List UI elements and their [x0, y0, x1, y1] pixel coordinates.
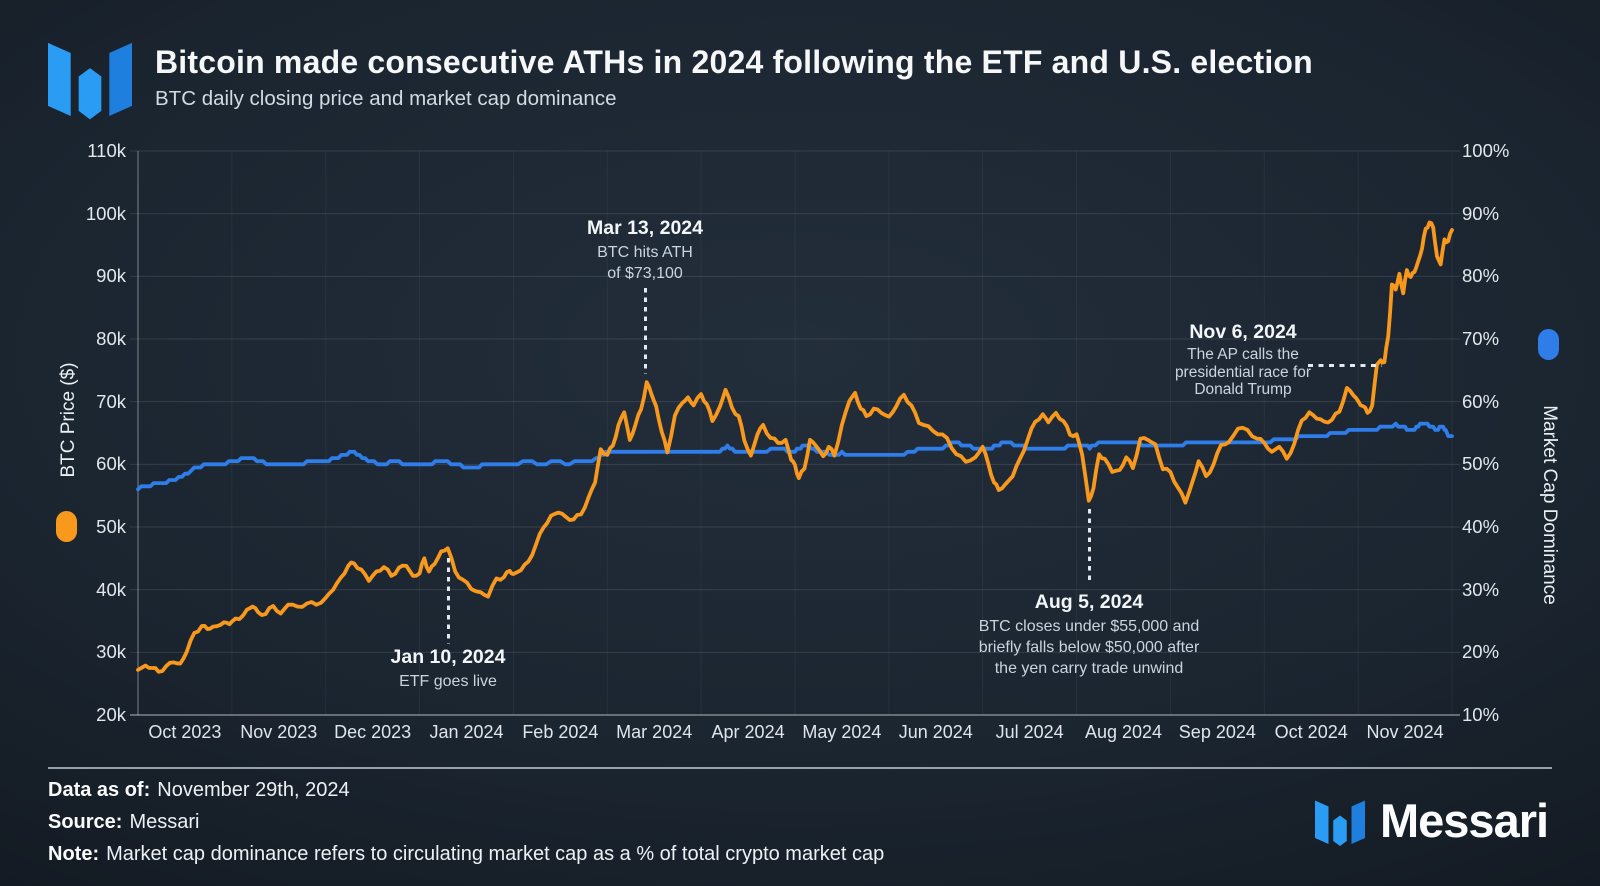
page-subtitle: BTC daily closing price and market cap d… — [155, 87, 617, 110]
left-axis-tick: 50k — [96, 516, 126, 537]
yen-carry-annotation-dotted-line — [1087, 509, 1091, 585]
annotation-heading: Mar 13, 2024 — [586, 217, 703, 239]
logo-left-stripe — [48, 42, 71, 116]
annotation-line: BTC closes under $55,000 and — [978, 618, 1200, 635]
annotation-line: Donald Trump — [1194, 381, 1292, 398]
source-line: Source: Messari — [48, 811, 199, 834]
source-value: Messari — [129, 811, 200, 833]
left-axis-tick: 70k — [96, 390, 126, 412]
x-axis-tick: Sep 2024 — [1178, 722, 1256, 742]
logo-right-stripe — [109, 42, 132, 116]
right-axis-tick: 50% — [1462, 453, 1500, 475]
x-axis-tick: Nov 2023 — [240, 722, 318, 742]
left-axis-tick: 100k — [85, 202, 126, 224]
annotation-line: The AP calls the — [1187, 346, 1299, 363]
messari-wordmark: Messari — [1380, 794, 1549, 847]
annotation-yen-carry: Aug 5, 2024 BTC closes under $55,000 and… — [949, 590, 1229, 679]
x-axis-tick: May 2024 — [802, 722, 882, 742]
annotation-line: presidential race for — [1174, 363, 1312, 381]
left-axis-tick: 60k — [96, 453, 126, 475]
annotation-line: BTC hits ATH — [597, 244, 693, 261]
right-axis-tick: 90% — [1462, 202, 1500, 224]
election-annotation-dotted-line — [1308, 364, 1382, 367]
page-title: Bitcoin made consecutive ATHs in 2024 fo… — [155, 44, 1313, 80]
annotation-etf-live: Jan 10, 2024 ETF goes live — [348, 645, 548, 692]
x-axis-tick: Jun 2024 — [898, 722, 973, 742]
ath-annotation-dotted-line — [643, 288, 647, 374]
x-axis-tick: Nov 2024 — [1366, 722, 1444, 742]
data-as-of-value: November 29th, 2024 — [157, 779, 350, 801]
btc-price-line — [136, 220, 1454, 674]
right-axis-tick: 30% — [1462, 578, 1500, 600]
messari-logo-icon — [1315, 800, 1365, 846]
annotation-ath: Mar 13, 2024 BTC hits ATH of $73,100 — [545, 216, 745, 284]
right-axis-tick: 40% — [1462, 516, 1500, 537]
annotation-line: of $73,100 — [607, 265, 683, 282]
logo-middle-stripe — [1333, 815, 1347, 846]
logo-left-stripe — [1315, 800, 1329, 844]
right-axis-tick: 20% — [1462, 641, 1500, 663]
source-label: Source: — [48, 811, 123, 833]
right-axis-title: Market Cap Dominance — [1539, 405, 1560, 605]
left-axis-tick: 80k — [96, 328, 126, 349]
right-axis-tick: 100% — [1462, 140, 1510, 161]
annotation-line: briefly falls below $50,000 after — [978, 639, 1200, 656]
logo-right-stripe — [1351, 800, 1365, 844]
annotation-heading: Jan 10, 2024 — [390, 646, 506, 668]
note-value: Market cap dominance refers to circulati… — [106, 843, 885, 865]
annotation-line: the yen carry trade unwind — [994, 660, 1184, 677]
etf-annotation-dotted-line — [446, 558, 450, 644]
data-as-of-label: Data as of: — [48, 779, 151, 801]
left-axis-tick: 40k — [96, 578, 126, 600]
btc-price-legend-pill — [56, 511, 77, 542]
dominance-legend-pill — [1538, 329, 1559, 360]
right-axis-tick: 80% — [1462, 265, 1500, 287]
annotation-heading: Nov 6, 2024 — [1189, 321, 1297, 343]
data-as-of-line: Data as of: November 29th, 2024 — [48, 779, 350, 802]
logo-middle-stripe — [78, 68, 102, 120]
x-axis-tick: Oct 2023 — [148, 722, 222, 742]
right-axis-tick: 60% — [1462, 390, 1500, 412]
footer-divider — [48, 767, 1552, 769]
x-axis-tick: Feb 2024 — [522, 722, 599, 742]
messari-logo-icon — [48, 42, 132, 120]
x-axis-tick: Dec 2023 — [334, 722, 412, 742]
annotation-heading: Aug 5, 2024 — [1034, 591, 1144, 613]
x-axis-tick: Apr 2024 — [711, 722, 785, 742]
right-axis-tick: 70% — [1462, 328, 1500, 349]
left-axis-title: BTC Price ($) — [58, 362, 79, 478]
x-axis-tick: Jul 2024 — [995, 722, 1064, 742]
x-axis-tick: Aug 2024 — [1084, 722, 1163, 742]
x-axis-tick: Mar 2024 — [616, 722, 693, 742]
left-axis-tick: 20k — [96, 704, 126, 725]
note-label: Note: — [48, 843, 100, 865]
right-axis-tick: 10% — [1462, 704, 1500, 725]
left-axis-tick: 90k — [96, 265, 126, 287]
x-axis-tick: Jan 2024 — [429, 722, 504, 742]
annotation-line: ETF goes live — [399, 673, 497, 690]
annotation-election: Nov 6, 2024 The AP calls the presidentia… — [1118, 320, 1368, 399]
note-line: Note: Market cap dominance refers to circ… — [48, 843, 884, 866]
left-axis-tick: 30k — [96, 641, 126, 663]
x-axis-tick: Oct 2024 — [1274, 722, 1348, 742]
left-axis-tick: 110k — [87, 140, 126, 161]
plot-area — [130, 150, 1460, 716]
